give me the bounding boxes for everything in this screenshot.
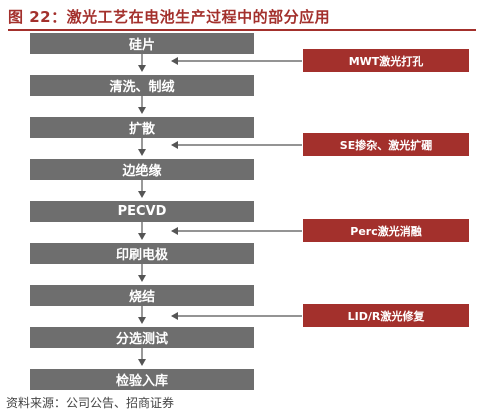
step-inspection-storage: 检验入库: [30, 369, 254, 390]
step-diffusion: 扩散: [30, 117, 254, 138]
laser-app-lid-repair: LID/R激光修复: [303, 304, 469, 327]
laser-app-se-doping: SE掺杂、激光扩硼: [303, 133, 469, 156]
step-cleaning-texturing: 清洗、制绒: [30, 75, 254, 96]
step-edge-isolation: 边绝缘: [30, 159, 254, 180]
step-printing-electrodes: 印刷电极: [30, 243, 254, 264]
figure-title: 图 22：激光工艺在电池生产过程中的部分应用: [8, 8, 331, 26]
step-silicon-wafer: 硅片: [30, 33, 254, 54]
laser-app-perc-ablation: Perc激光消融: [303, 219, 469, 242]
step-sorting-testing: 分选测试: [30, 327, 254, 348]
title-rule: [8, 29, 476, 31]
laser-app-mwt-drilling: MWT激光打孔: [303, 49, 469, 72]
step-pecvd: PECVD: [30, 201, 254, 222]
step-sintering: 烧结: [30, 285, 254, 306]
source-note: 资料来源：公司公告、招商证券: [6, 396, 175, 410]
